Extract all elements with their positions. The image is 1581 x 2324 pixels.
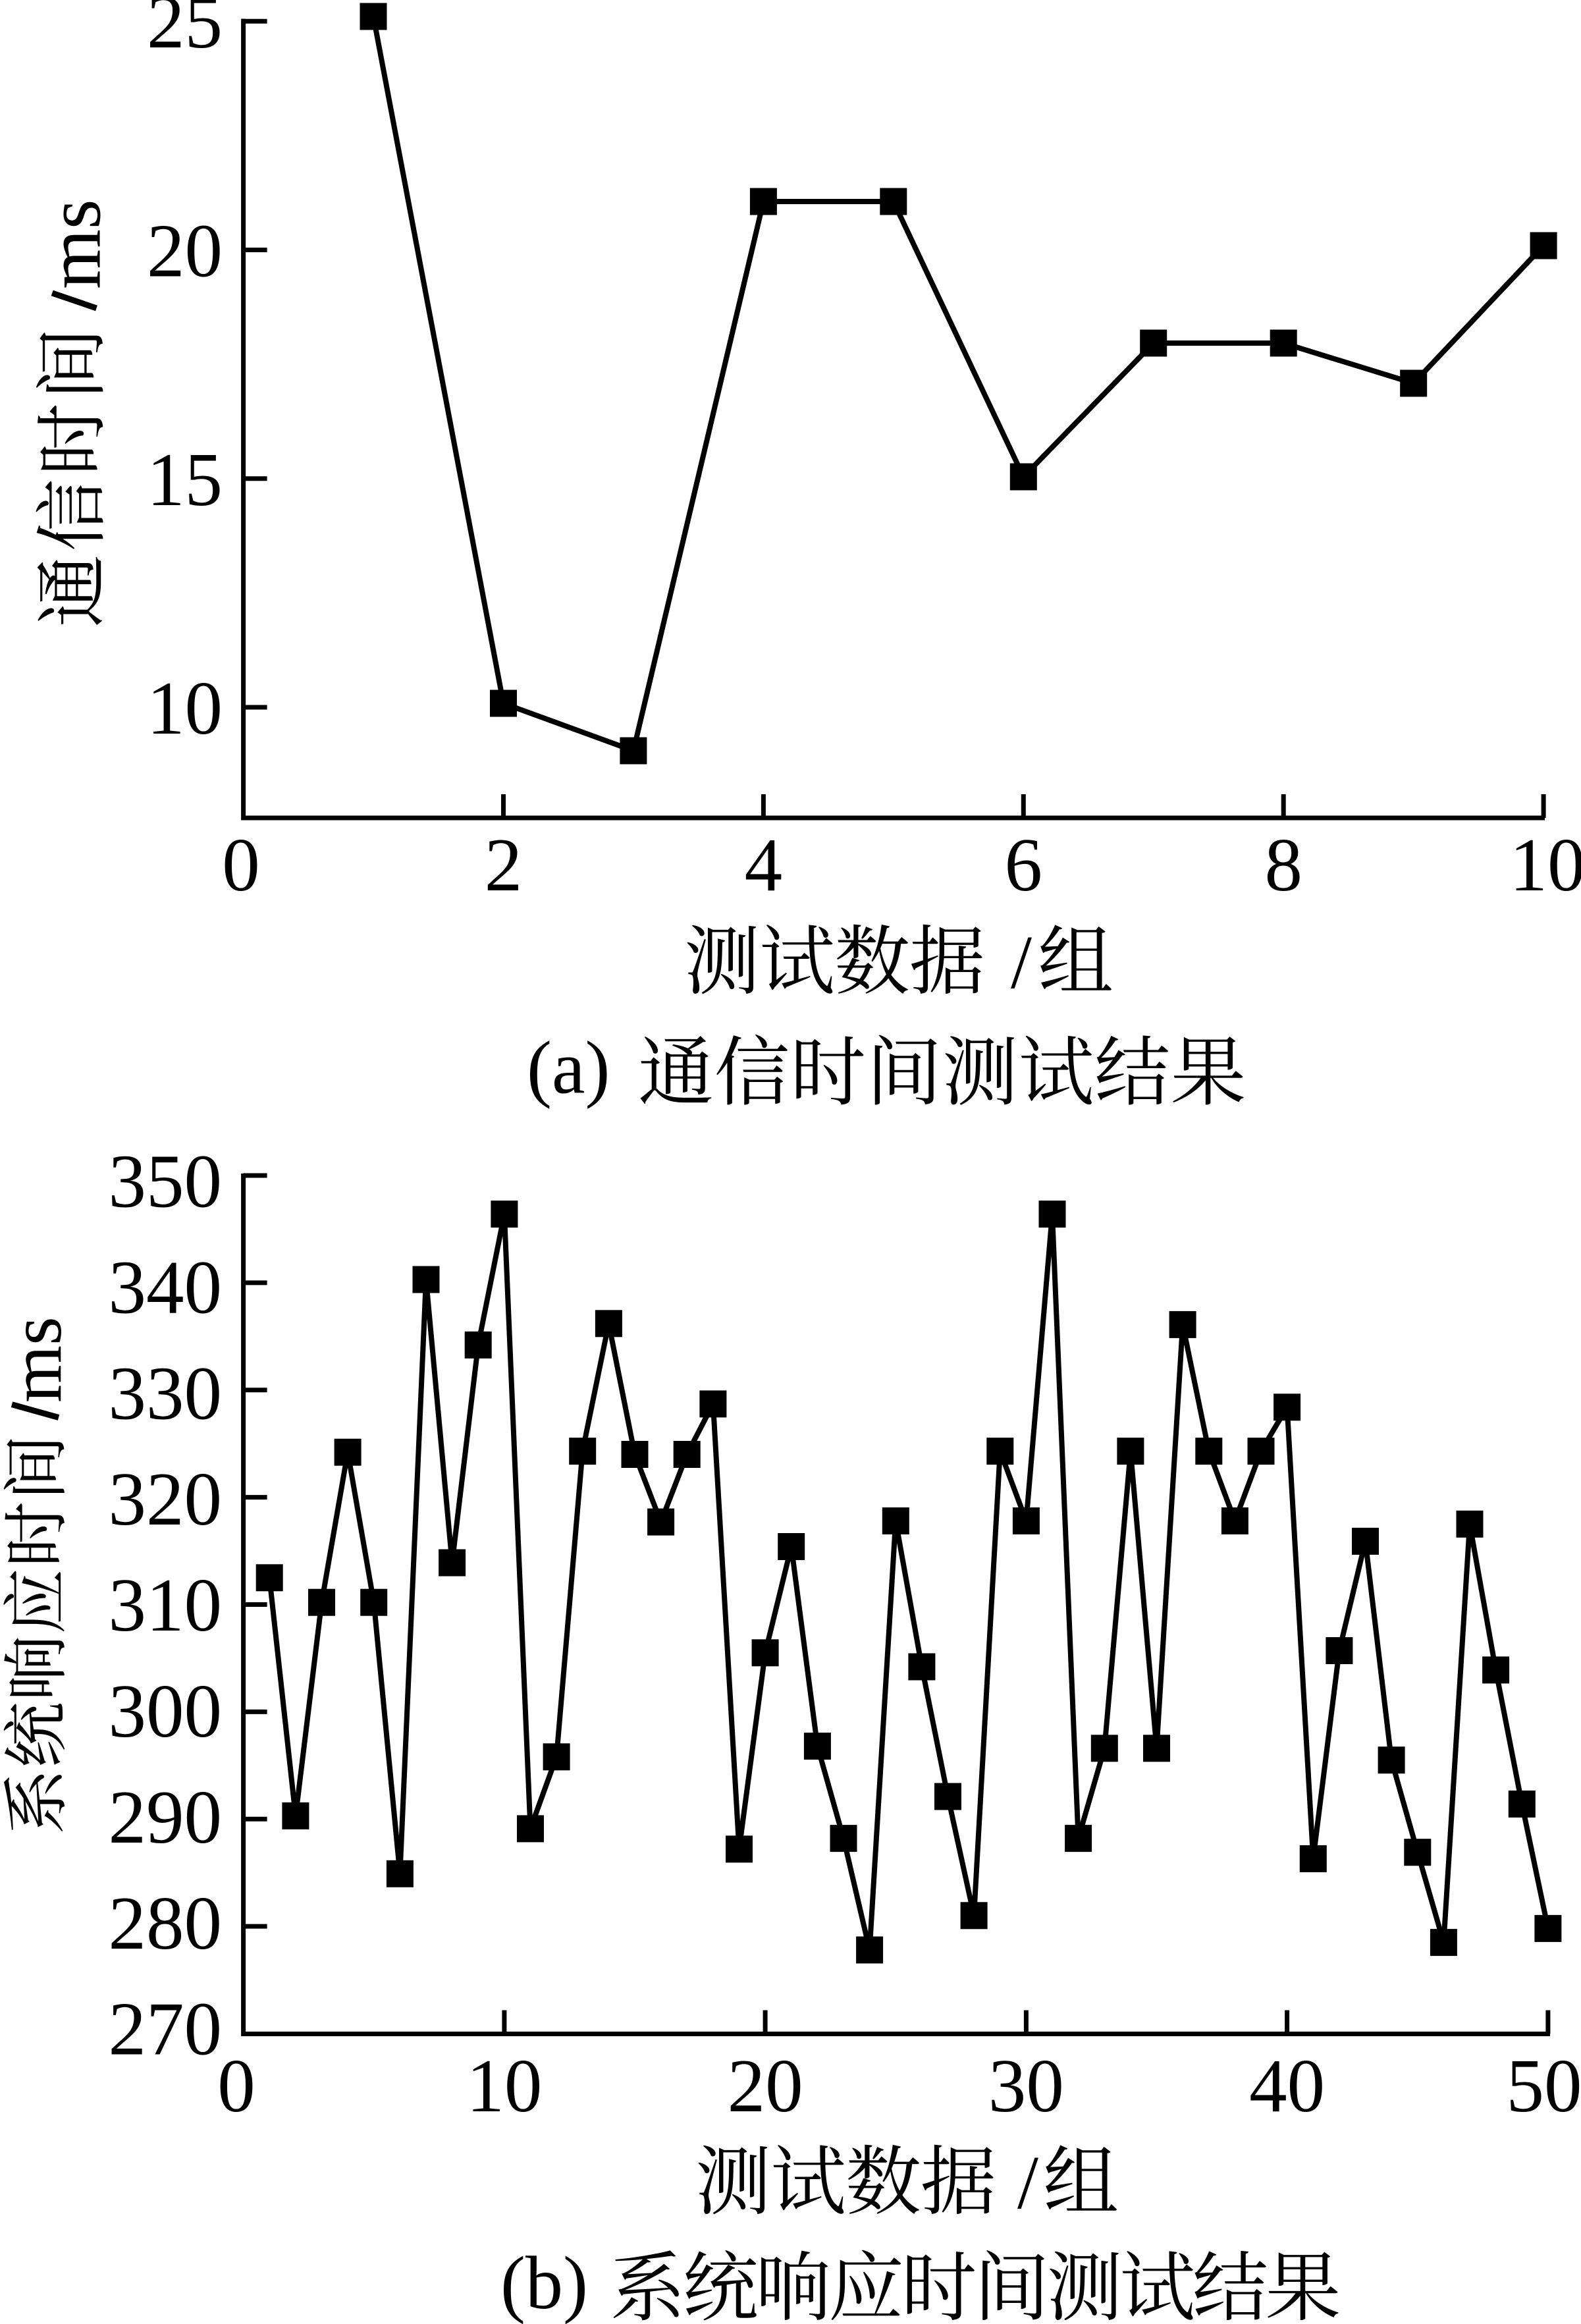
svg-text:20: 20: [728, 2044, 803, 2128]
svg-text:10: 10: [466, 2044, 542, 2128]
svg-text:20: 20: [147, 209, 223, 293]
svg-text:320: 320: [109, 1457, 223, 1541]
svg-text:50: 50: [1507, 2044, 1581, 2128]
svg-text:4: 4: [745, 823, 783, 907]
svg-text:30: 30: [988, 2044, 1064, 2128]
svg-text:280: 280: [109, 1881, 223, 1965]
svg-text:310: 310: [109, 1563, 223, 1647]
svg-text:ms: ms: [32, 199, 117, 289]
svg-text:15: 15: [147, 438, 223, 522]
svg-text:0: 0: [222, 823, 260, 907]
svg-text:290: 290: [109, 1775, 223, 1859]
svg-text:330: 330: [109, 1351, 223, 1435]
svg-text:6: 6: [1005, 823, 1043, 907]
svg-text:(b): (b): [500, 2241, 588, 2324]
svg-text:10: 10: [1510, 823, 1581, 907]
svg-text:300: 300: [109, 1669, 223, 1753]
svg-text:(a): (a): [527, 1026, 610, 1110]
svg-text:/: /: [1017, 2141, 1038, 2225]
svg-text:340: 340: [109, 1245, 223, 1329]
svg-text:10: 10: [147, 666, 223, 750]
svg-text:ms: ms: [0, 1316, 77, 1403]
svg-text:8: 8: [1264, 823, 1302, 907]
svg-text:25: 25: [147, 0, 223, 64]
svg-text:0: 0: [217, 2044, 255, 2128]
svg-text:40: 40: [1249, 2044, 1325, 2128]
svg-text:/: /: [1011, 921, 1032, 1004]
svg-text:350: 350: [109, 1140, 223, 1224]
svg-text:2: 2: [485, 823, 523, 907]
svg-text:270: 270: [109, 1987, 223, 2071]
